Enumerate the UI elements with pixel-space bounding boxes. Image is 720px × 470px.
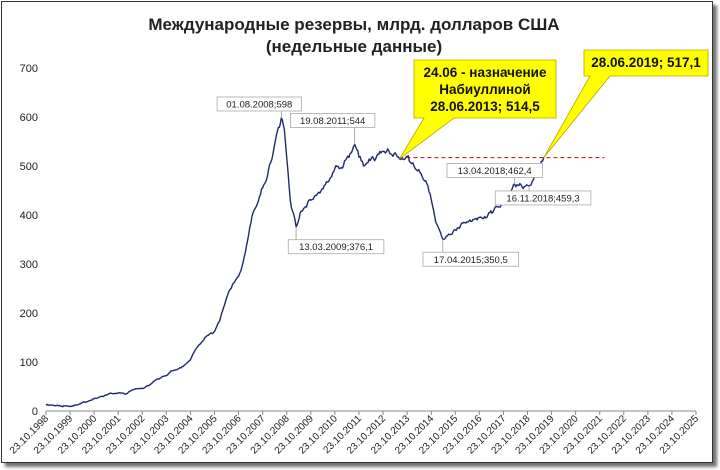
chart-frame: Международные резервы, млрд. долларов СШ… [1, 1, 713, 463]
callout-text: Набиуллиной [439, 82, 530, 97]
y-tick-label: 700 [20, 63, 38, 75]
reserves-chart: Международные резервы, млрд. долларов СШ… [8, 15, 709, 457]
y-tick-label: 400 [20, 210, 38, 222]
callout-box [543, 49, 709, 158]
callouts-group: 24.06 - назначение Набиуллиной 28.06.2013;… [399, 49, 709, 160]
annotation-label: 13.03.2009;376,1 [299, 242, 373, 253]
y-tick-label: 600 [20, 112, 38, 124]
annotation-box [287, 239, 385, 255]
annotation-label: 17.04.2015;350,5 [434, 255, 508, 266]
annotation-label: 19.08.2011;544 [300, 116, 365, 127]
series-group [45, 117, 545, 408]
annotation-box [422, 251, 519, 267]
annotation-label: 01.08.2008;598 [226, 99, 292, 110]
chart-title-line-2: (недельные данные) [266, 37, 442, 56]
y-tick-label: 500 [20, 161, 38, 173]
chart-title-line-1: Международные резервы, млрд. долларов СШ… [148, 15, 559, 34]
callout-text: 24.06 - назначение [424, 65, 547, 80]
annotation-box [290, 113, 376, 128]
callout-text: 28.06.2013; 514,5 [430, 99, 540, 114]
annotation-box [494, 190, 592, 206]
reserves-series-line [45, 117, 545, 408]
annotation-label: 13.04.2018;462,4 [458, 166, 532, 177]
y-tick-label: 200 [20, 308, 38, 320]
callout-text: 28.06.2019; 517,1 [591, 55, 701, 70]
callout-box [399, 59, 557, 160]
annotation-box [216, 96, 302, 112]
y-tick-label: 0 [32, 406, 38, 418]
y-tick-label: 100 [20, 357, 38, 369]
annotation-box [446, 163, 543, 178]
annotations-group: 01.08.2008;598 19.08.2011;544 13.03.2009;3… [216, 96, 592, 267]
annotation-label: 16.11.2018;459,3 [506, 193, 579, 204]
y-tick-label: 300 [20, 259, 38, 271]
